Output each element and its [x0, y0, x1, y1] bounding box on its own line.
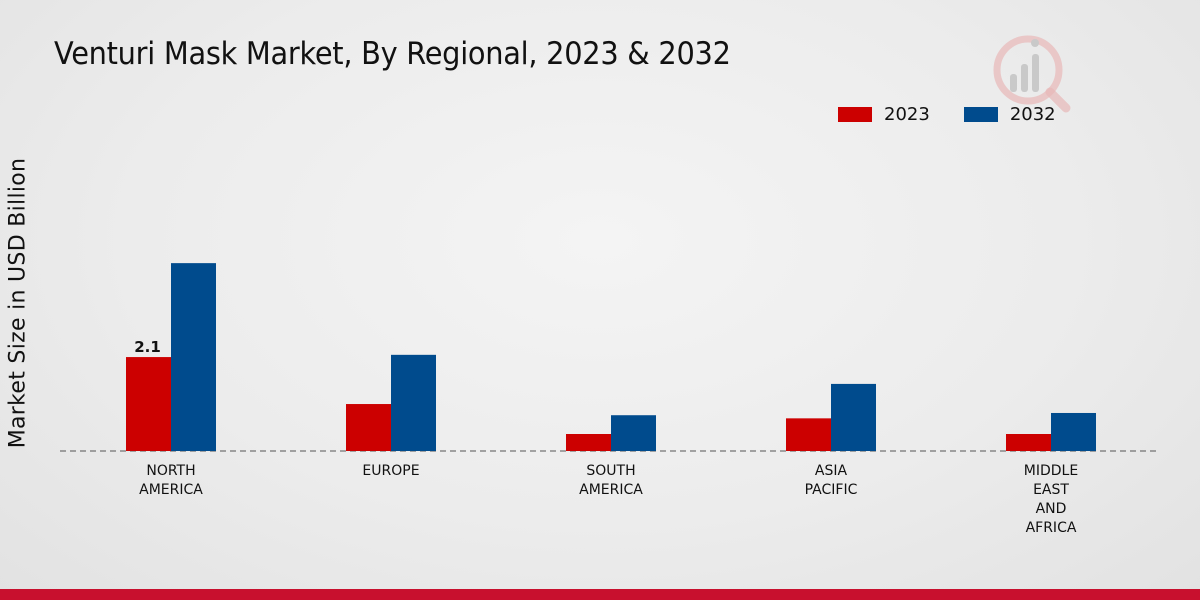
- bar-2032-south-america: [611, 415, 656, 451]
- bar-2023-asia-pacific: [786, 418, 831, 451]
- x-tick-label: SOUTH: [586, 463, 635, 479]
- x-tick-label: ASIA: [815, 463, 848, 479]
- x-tick-label: AMERICA: [579, 482, 643, 498]
- x-tick-label: EAST: [1033, 482, 1069, 498]
- bar-2032-asia-pacific: [831, 383, 876, 451]
- bar-2023-south-america: [566, 434, 611, 451]
- x-tick-label: EUROPE: [362, 463, 419, 479]
- legend-swatch-2023: [838, 107, 872, 122]
- bar-2023-middle-east-and-africa: [1006, 434, 1051, 451]
- x-tick-label: MIDDLE: [1024, 463, 1078, 479]
- legend: 2023 2032: [838, 104, 1090, 125]
- legend-item-2023: 2023: [838, 104, 930, 125]
- bottom-accent-bar: [0, 589, 1200, 600]
- x-tick-label: PACIFIC: [805, 482, 858, 498]
- x-tick-label: NORTH: [146, 463, 195, 479]
- bar-2023-europe: [346, 404, 391, 451]
- legend-swatch-2032: [963, 107, 998, 122]
- legend-label-2032: 2032: [1009, 104, 1056, 125]
- legend-item-2032: 2032: [963, 104, 1056, 125]
- data-label: 2.1: [134, 338, 161, 356]
- bar-2032-north-america: [171, 263, 216, 451]
- x-tick-label: AFRICA: [1026, 520, 1077, 536]
- bar-2023-north-america: [126, 357, 171, 451]
- bar-2032-middle-east-and-africa: [1051, 412, 1096, 451]
- market-research-logo-icon: [993, 35, 1071, 113]
- x-tick-label: AND: [1036, 501, 1067, 517]
- bar-2032-europe: [391, 354, 436, 451]
- legend-label-2023: 2023: [884, 104, 930, 125]
- x-tick-label: AMERICA: [139, 482, 203, 498]
- chart-title: Venturi Mask Market, By Regional, 2023 &…: [54, 36, 731, 72]
